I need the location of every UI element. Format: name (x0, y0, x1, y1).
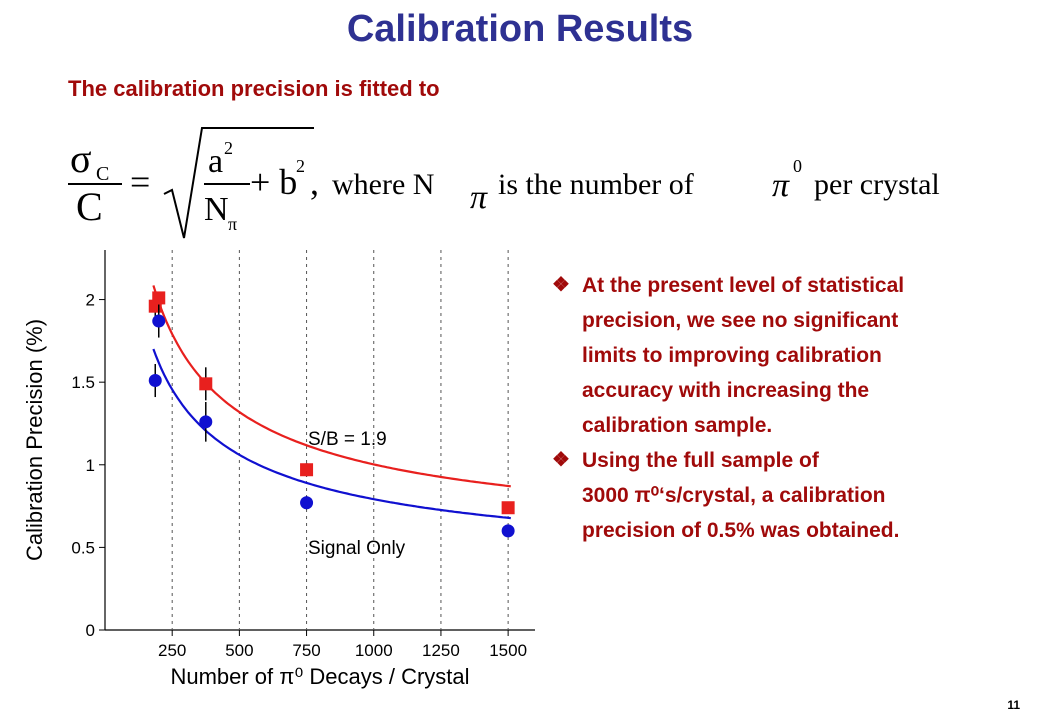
data-point-square (300, 463, 314, 477)
formula-n: N (204, 191, 229, 228)
bullet-line: At the present level of statistical (582, 274, 905, 297)
formula-a-exp: 2 (224, 138, 233, 158)
formula-comma: , (310, 162, 319, 202)
formula-n-sub: π (228, 214, 237, 234)
data-point-circle (148, 374, 162, 388)
bullet-line: limits to improving calibration (582, 344, 882, 367)
diamond-bullet-icon: ❖ (552, 274, 570, 296)
bullet-item-2: ❖ Using the full sample of (552, 443, 1032, 478)
legend-sb-label: S/B = 1.9 (308, 429, 387, 450)
slide-subtitle: The calibration precision is fitted to (68, 76, 440, 101)
formula-c: C (76, 184, 103, 229)
bullet-line: Using the full sample of (582, 449, 819, 472)
legend-signal-only-label: Signal Only (308, 538, 406, 559)
fit-formula: σ C C = a 2 N π + b 2 , where N π is the… (68, 127, 940, 239)
x-tick-label: 1500 (489, 641, 527, 660)
formula-b-exp: 2 (296, 156, 305, 176)
fit-curves (152, 285, 511, 520)
formula-where: where N (332, 168, 434, 201)
formula-a: a (208, 143, 223, 180)
formula-sigma: σ (70, 136, 92, 181)
data-point-square (199, 377, 213, 391)
bullet-line: accuracy with increasing the (582, 379, 870, 402)
x-tick-label: 750 (292, 641, 320, 660)
data-point-circle (152, 314, 166, 328)
fit-curve (152, 348, 511, 520)
y-tick-label: 1 (86, 456, 95, 475)
page-number: 11 (1007, 698, 1020, 712)
bullet-line: precision, we see no significant (582, 309, 899, 332)
data-point-circle (501, 524, 515, 538)
y-tick-label: 0.5 (71, 538, 95, 557)
slide-title: Calibration Results (346, 8, 694, 50)
bullet-line: precision of 0.5% was obtained. (582, 519, 900, 542)
y-tick-label: 1.5 (71, 373, 95, 392)
bullet-item-1: ❖ At the present level of statistical (552, 268, 1032, 303)
x-tick-label: 250 (158, 641, 186, 660)
y-tick-label: 0 (86, 621, 95, 640)
diamond-bullet-icon: ❖ (552, 449, 570, 471)
grid-lines (171, 250, 509, 630)
bullet-line: calibration sample. (582, 414, 773, 437)
formula-pi-exp: 0 (793, 156, 802, 176)
data-point-circle (300, 496, 314, 510)
formula-pi-2: π (772, 167, 790, 204)
plot-frame (104, 250, 535, 631)
data-points (148, 291, 515, 538)
formula-plus-b: + b (250, 162, 297, 202)
fit-curve (152, 285, 511, 488)
formula-sigma-sub: C (96, 163, 109, 185)
x-tick-label: 1250 (422, 641, 460, 660)
formula-per-crystal: per crystal (814, 168, 940, 201)
x-tick-label: 500 (225, 641, 253, 660)
bullet-line: 3000 π⁰‘s/crystal, a calibration (582, 484, 886, 507)
axis-ticks: 250 500 750 1000 1250 1500 0 0.5 1 1.5 2 (71, 291, 527, 660)
x-axis-label: Number of π⁰ Decays / Crystal (170, 664, 469, 689)
formula-equals: = (130, 162, 150, 202)
bullet-list: ❖ At the present level of statistical pr… (552, 268, 1032, 548)
data-point-circle (199, 415, 213, 429)
y-tick-label: 2 (86, 291, 95, 310)
y-axis-label: Calibration Precision (%) (22, 319, 47, 561)
x-tick-label: 1000 (355, 641, 393, 660)
formula-is-number-of: is the number of (498, 168, 694, 201)
data-point-square (501, 501, 515, 515)
formula-sqrt (163, 127, 314, 239)
formula-pi-1: π (470, 179, 488, 216)
data-point-square (152, 291, 166, 305)
calibration-chart: 250 500 750 1000 1250 1500 0 0.5 1 1.5 2 S/B = 1.9… (22, 250, 535, 689)
